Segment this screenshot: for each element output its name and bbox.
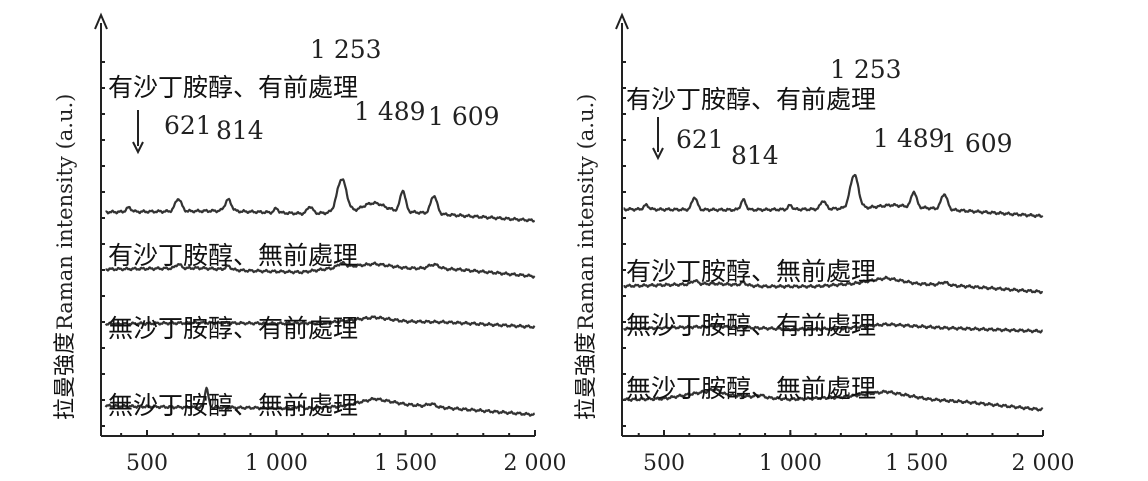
left-panel: 500 1 000 1 500 2 000 拉曼強度Raman intensity (a… [53, 12, 567, 476]
arrow-head-icon [132, 141, 144, 155]
x-tick-label: 1 000 [245, 451, 308, 476]
peak-label: 1 489 [354, 97, 426, 126]
x-tick-label: 500 [126, 451, 168, 476]
y-axis-label: 拉曼強度Raman intensity (a.u.) [574, 94, 599, 420]
arrow-head-icon [652, 147, 664, 161]
series-label: 無沙丁胺醇、無前處理 [108, 391, 358, 420]
y-axis-label: 拉曼強度Raman intensity (a.u.) [53, 94, 78, 420]
series-label: 無沙丁胺醇、無前處理 [626, 374, 876, 403]
spectrum-line [623, 275, 1044, 295]
peak-label: 1 253 [830, 55, 902, 84]
peak-label: 1 253 [310, 35, 382, 64]
y-axis-arrow-icon [615, 12, 629, 30]
peak-label: 621 [676, 125, 724, 154]
peak-label: 1 609 [428, 102, 500, 131]
x-tick-label: 2 000 [1012, 451, 1075, 476]
series-label: 無沙丁胺醇、有前處理 [626, 311, 876, 340]
x-tick-label: 1 500 [374, 451, 437, 476]
spectrum-line [105, 178, 536, 223]
spectrum-line [622, 322, 1044, 334]
spectrum-line [105, 260, 536, 279]
y-axis-arrow-icon [94, 12, 108, 30]
peak-label: 1 489 [873, 124, 945, 153]
peak-label: 814 [216, 116, 264, 145]
x-tick-label: 2 000 [504, 451, 567, 476]
series-label: 無沙丁胺醇、有前處理 [108, 314, 358, 343]
right-panel: 500 1 000 1 500 2 000 拉曼強度Raman intensity (a… [574, 12, 1075, 476]
x-tick-label: 1 500 [885, 451, 948, 476]
spectrum-line [623, 173, 1044, 219]
series-label: 有沙丁胺醇、無前處理 [108, 241, 358, 270]
peak-label: 814 [731, 141, 779, 170]
series-label: 有沙丁胺醇、無前處理 [626, 257, 876, 286]
series-label: 有沙丁胺醇、有前處理 [108, 73, 358, 102]
spectrum-line [622, 387, 1044, 412]
spectrum-line [104, 386, 536, 417]
x-tick-label: 1 000 [759, 451, 822, 476]
series-label: 有沙丁胺醇、有前處理 [626, 85, 876, 114]
peak-label: 621 [164, 111, 212, 140]
spectrum-line [104, 315, 536, 329]
peak-label: 1 609 [941, 129, 1013, 158]
x-tick-label: 500 [643, 451, 685, 476]
